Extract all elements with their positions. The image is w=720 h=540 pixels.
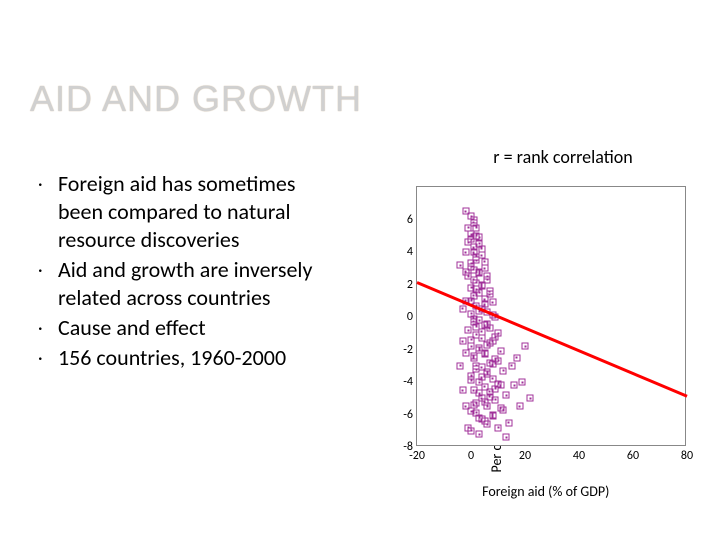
scatter-point [459,338,466,345]
scatter-point [489,361,496,368]
scatter-point [497,348,504,355]
bullet-icon: · [38,344,58,372]
scatter-point [486,340,493,347]
scatter-point [513,354,520,361]
list-item: · Foreign aid has sometimes been compare… [38,170,338,254]
scatter-point [476,268,483,275]
scatter-point [484,273,491,280]
list-item: · Cause and effect [38,314,338,342]
scatter-point [500,406,507,413]
scatter-point [468,231,475,238]
rank-correlation-label: r = rank correlation [428,146,698,168]
bullet-text: Aid and growth are inversely related acr… [58,256,338,312]
scatter-point [470,216,477,223]
y-tick: -2 [389,343,413,357]
x-tick: 0 [468,449,474,463]
scatter-point [462,249,469,256]
scatter-point [484,421,491,428]
scatter-point [503,434,510,441]
scatter-point [492,385,499,392]
scatter-point [505,419,512,426]
bullet-text: Cause and effect [58,314,206,342]
scatter-point [459,305,466,312]
scatter-point [481,258,488,265]
bullet-icon: · [38,170,58,254]
scatter-point [511,382,518,389]
scatter-point [459,387,466,394]
scatter-point [503,392,510,399]
scatter-point [476,431,483,438]
scatter-point [478,245,485,252]
scatter-point [484,320,491,327]
scatter-point [481,398,488,405]
scatter-point [476,234,483,241]
y-tick: -4 [389,375,413,389]
y-tick: 0 [389,310,413,324]
bullet-text: 156 countries, 1960-2000 [58,344,286,372]
scatter-point [470,315,477,322]
x-tick: 80 [681,449,693,463]
scatter-point [462,349,469,356]
scatter-point [481,349,488,356]
x-tick: 20 [519,449,531,463]
scatter-point [522,343,529,350]
scatter-point [470,276,477,283]
scatter-point [486,291,493,298]
scatter-point [519,379,526,386]
y-tick: 2 [389,278,413,292]
y-tick: 4 [389,245,413,259]
plot-area: -8-6-4-20246-20020406080 [416,186,686,446]
scatter-point [495,424,502,431]
y-tick: 6 [389,213,413,227]
scatter-point [500,367,507,374]
bullet-icon: · [38,314,58,342]
scatter-point [508,362,515,369]
x-tick: 40 [573,449,585,463]
scatter-point [516,403,523,410]
list-item: · 156 countries, 1960-2000 [38,344,338,372]
regression-line [416,281,687,398]
scatter-point [462,403,469,410]
slide-title: AID AND GROWTH [30,78,362,120]
scatter-point [473,286,480,293]
bullet-icon: · [38,256,58,312]
scatter-point [473,366,480,373]
scatter-point [473,253,480,260]
scatter-point [468,336,475,343]
bullet-text: Foreign aid has sometimes been compared … [58,170,338,254]
scatter-point [489,413,496,420]
chart-region: r = rank correlation r = -0. 36 Per capi… [368,146,698,496]
x-tick: -20 [409,449,425,463]
scatter-point [465,239,472,246]
scatter-point [457,362,464,369]
scatter-point [462,268,469,275]
scatter-point [478,328,485,335]
y-tick: -6 [389,408,413,422]
scatter-point [478,374,485,381]
scatter-point [470,354,477,361]
scatter-point [468,427,475,434]
bullet-list: · Foreign aid has sometimes been compare… [38,170,338,374]
scatter-chart: r = -0. 36 Per capita growth adjusted fo… [368,176,698,496]
scatter-point [489,299,496,306]
x-axis-label: Foreign aid (% of GDP) [482,483,609,500]
scatter-point [465,327,472,334]
list-item: · Aid and growth are inversely related a… [38,256,338,312]
scatter-point [468,377,475,384]
scatter-point [527,395,534,402]
scatter-point [476,390,483,397]
scatter-point [470,401,477,408]
x-tick: 60 [627,449,639,463]
